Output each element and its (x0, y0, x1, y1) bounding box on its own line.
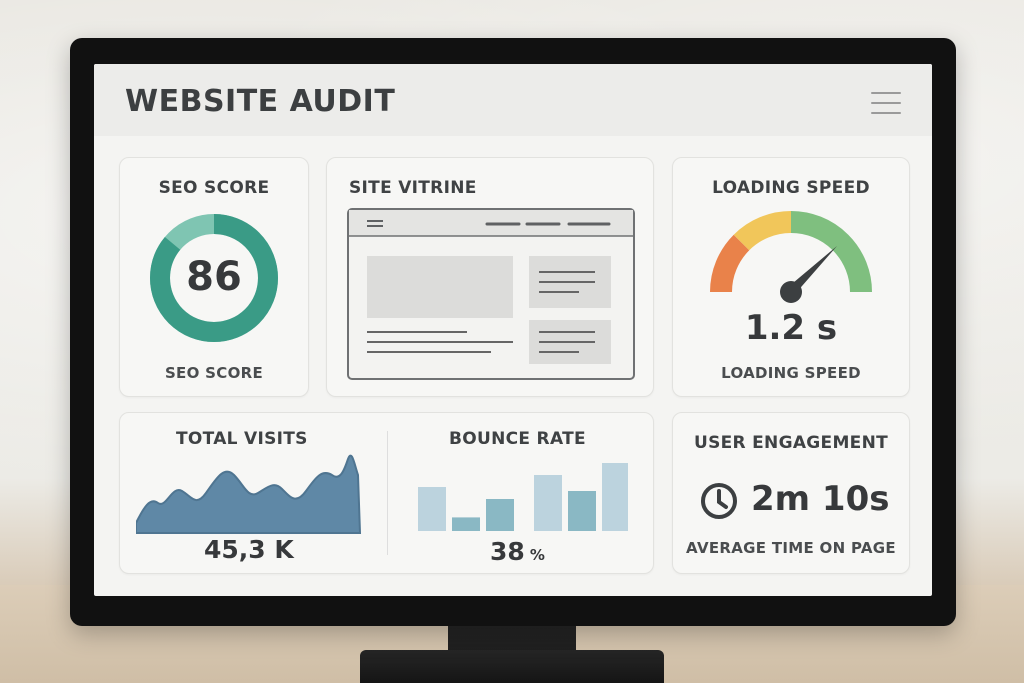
gauge-segment-mid (733, 211, 792, 251)
site-wireframe-preview (347, 208, 635, 380)
bounce-bar (452, 517, 480, 531)
seo-ring-progress (150, 214, 278, 342)
loading-speed-label: LOADING SPEED (721, 364, 861, 382)
bounce-bar (534, 475, 562, 531)
bounce-bar (418, 487, 446, 531)
bounce-bar (486, 499, 514, 531)
page-title: WEBSITE AUDIT (125, 84, 396, 119)
site-vitrine-title: SITE VITRINE (349, 178, 477, 198)
seo-score-label: SEO SCORE (164, 364, 264, 382)
bounce-rate-unit: % (529, 546, 545, 564)
bounce-bar (602, 463, 628, 531)
bounce-rate-value-group: 38 % (490, 537, 545, 566)
loading-speed-card: LOADING SPEED 1.2 s LOADING SPEED (672, 157, 910, 397)
dashboard-header: WEBSITE AUDIT (94, 64, 932, 136)
seo-score-title: SEO SCORE (158, 178, 270, 198)
user-engagement-card: USER ENGAGEMENT 2m 10s AVERAGE TIME ON P… (672, 412, 910, 574)
visits-area (136, 454, 362, 534)
gauge-needle (787, 246, 837, 294)
speed-gauge (710, 211, 872, 303)
user-engagement-label: AVERAGE TIME ON PAGE (686, 539, 896, 557)
site-vitrine-card: SITE VITRINE (326, 157, 654, 397)
total-visits-value: 45,3 K (204, 535, 294, 564)
dashboard-screen: WEBSITE AUDIT SEO SCORE 86 SEO SCORE SIT… (94, 64, 932, 596)
monitor-bezel: WEBSITE AUDIT SEO SCORE 86 SEO SCORE SIT… (70, 38, 956, 626)
loading-speed-title: LOADING SPEED (712, 178, 870, 198)
hamburger-menu-icon[interactable] (871, 92, 901, 118)
user-engagement-value: 2m 10s (751, 479, 890, 519)
seo-score-value: 86 (186, 254, 242, 300)
loading-speed-value: 1.2 s (744, 308, 838, 348)
visits-bounce-card: TOTAL VISITS 45,3 K BOUNCE RATE 38 % (119, 412, 654, 574)
bounce-rate-value: 38 (490, 537, 525, 566)
seo-score-ring (150, 214, 278, 342)
total-visits-area-chart (136, 454, 362, 534)
card-divider (387, 431, 388, 555)
bounce-bar (568, 491, 596, 531)
seo-score-card: SEO SCORE 86 SEO SCORE (119, 157, 309, 397)
gauge-segment-low (710, 234, 750, 293)
bounce-rate-title: BOUNCE RATE (449, 429, 586, 449)
bounce-rate-bar-chart (418, 463, 628, 531)
total-visits-title: TOTAL VISITS (176, 429, 308, 449)
gauge-hub (780, 281, 802, 303)
gauge-segment-high (790, 211, 872, 293)
monitor-stand-base (360, 650, 664, 683)
clock-icon (701, 483, 737, 519)
user-engagement-title: USER ENGAGEMENT (693, 433, 889, 453)
